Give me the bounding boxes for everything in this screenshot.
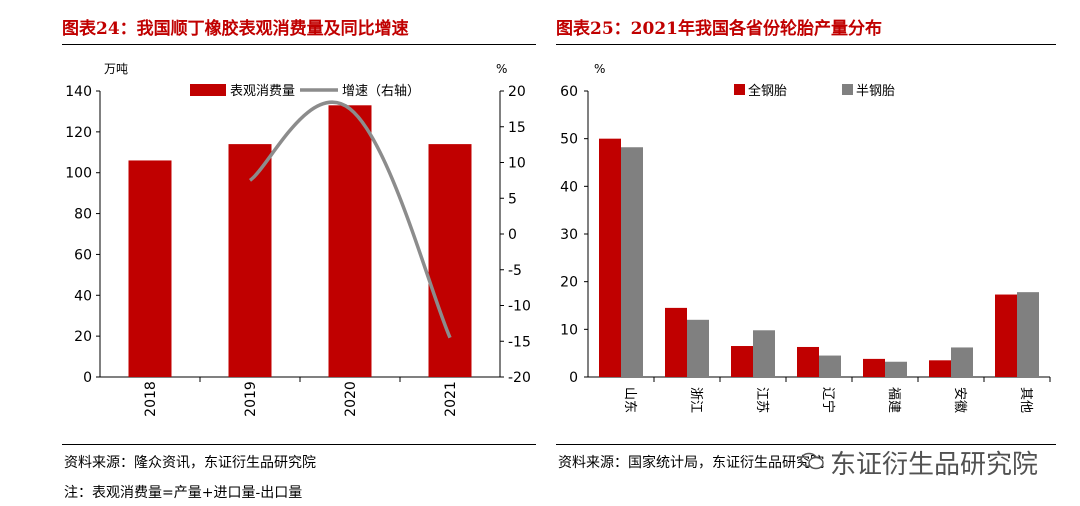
x-tick-label: 2018 (143, 381, 159, 417)
legend-swatch-consumption (190, 84, 226, 96)
semi-steel-tire-bar (621, 147, 643, 377)
x-tick-label: 江苏 (754, 387, 770, 413)
growth-line (248, 100, 452, 339)
left-tick-label: 20 (74, 329, 92, 345)
x-tick-label: 2020 (343, 381, 359, 417)
legend-label-semi-steel: 半钢胎 (856, 84, 895, 99)
left-tick-label: 140 (65, 84, 92, 100)
left-tick-label: 0 (83, 370, 92, 386)
left-title-rule (62, 44, 536, 45)
right-tick-label: -20 (508, 370, 531, 386)
left-source-rule (62, 444, 536, 445)
tire-production-chart: % 0 10 20 30 40 50 60 山东 浙江 江苏 辽宁 福建 安徽 其他 全钢胎 半钢胎 (560, 62, 1051, 413)
right-source-rule (556, 444, 1056, 445)
all-steel-tire-bar (599, 138, 621, 377)
y-tick-label: 40 (560, 179, 578, 195)
x-tick-label: 其他 (1018, 387, 1033, 413)
right-chart-title: 图表25：2021年我国各省份轮胎产量分布 (556, 19, 882, 39)
y-tick-label: 30 (560, 227, 578, 243)
right-tick-label: 15 (508, 120, 526, 136)
right-tick-label: 20 (508, 84, 526, 100)
left-tick-label: 120 (65, 125, 92, 141)
right-tick-label: -10 (508, 299, 531, 315)
right-axis-unit: % (496, 62, 507, 76)
consumption-chart: 万吨 % 0 20 40 60 80 100 120 140 -20 -15 -10 -5 0 5 10 15 20… (65, 62, 531, 417)
left-tick-label: 40 (74, 288, 92, 304)
y-tick-label: 60 (560, 84, 578, 100)
semi-steel-tire-bar (1017, 292, 1039, 377)
left-tick-label: 60 (74, 247, 92, 263)
all-steel-tire-bar (995, 294, 1017, 377)
semi-steel-tire-bar (951, 347, 973, 377)
left-axis-unit: 万吨 (104, 62, 128, 76)
right-source-text: 资料来源：国家统计局，东证衍生品研究院 (558, 455, 824, 471)
right-title-rule (556, 44, 1056, 45)
y-tick-label: 20 (560, 275, 578, 291)
x-tick-label: 山东 (622, 387, 637, 413)
x-tick-label: 辽宁 (820, 387, 836, 413)
right-tick-label: -5 (508, 263, 522, 279)
x-tick-label: 福建 (886, 387, 901, 413)
left-note-text: 注：表观消费量=产量+进口量-出口量 (64, 485, 303, 501)
semi-steel-tire-bar (819, 355, 841, 377)
x-tick-label: 安徽 (952, 387, 967, 413)
y-axis-unit: % (594, 62, 605, 76)
right-tick-label: -15 (508, 334, 531, 350)
right-tick-label: 10 (508, 156, 526, 172)
x-tick-label: 浙江 (688, 387, 703, 413)
left-tick-label: 100 (65, 166, 92, 182)
legend-swatch-all-steel (734, 84, 745, 95)
y-tick-label: 10 (560, 322, 578, 338)
all-steel-tire-bar (797, 346, 819, 377)
semi-steel-tire-bar (753, 330, 775, 377)
left-chart-panel: 图表24：我国顺丁橡胶表观消费量及同比增速 万吨% 0 20 40 60 80 100 120… (62, 19, 536, 501)
all-steel-tire-bar (731, 346, 753, 377)
watermark-text: 东证衍生品研究院 (830, 450, 1039, 480)
x-tick-label: 2021 (443, 381, 459, 417)
right-chart-panel: 图表25：2021年我国各省份轮胎产量分布 % 0 10 20 30 40 50 60 山东 浙江… (540, 0, 1080, 506)
consumption-bar (328, 105, 372, 378)
semi-steel-tire-bar (885, 361, 907, 377)
semi-steel-tire-bar (687, 319, 709, 377)
all-steel-tire-bar (665, 307, 687, 377)
right-tick-label: 5 (508, 191, 517, 207)
left-tick-label: 80 (74, 207, 92, 223)
legend-label-consumption: 表观消费量 (230, 84, 295, 99)
all-steel-tire-bar (863, 358, 885, 377)
wechat-icon (800, 452, 824, 470)
left-source-text: 资料来源：隆众资讯，东证衍生品研究院 (64, 455, 316, 471)
x-tick-label: 2019 (243, 381, 259, 417)
legend-swatch-semi-steel (842, 84, 853, 95)
consumption-bar (428, 144, 472, 377)
consumption-bar (228, 144, 272, 377)
left-chart-title: 图表24：我国顺丁橡胶表观消费量及同比增速 (62, 19, 409, 39)
right-tick-label: 0 (508, 227, 517, 243)
all-steel-tire-bar (929, 360, 951, 377)
legend-label-all-steel: 全钢胎 (748, 83, 787, 99)
legend-label-growth: 增速（右轴） (342, 84, 420, 99)
y-tick-label: 0 (569, 370, 578, 386)
consumption-bar (128, 160, 172, 377)
y-tick-label: 50 (560, 132, 578, 148)
